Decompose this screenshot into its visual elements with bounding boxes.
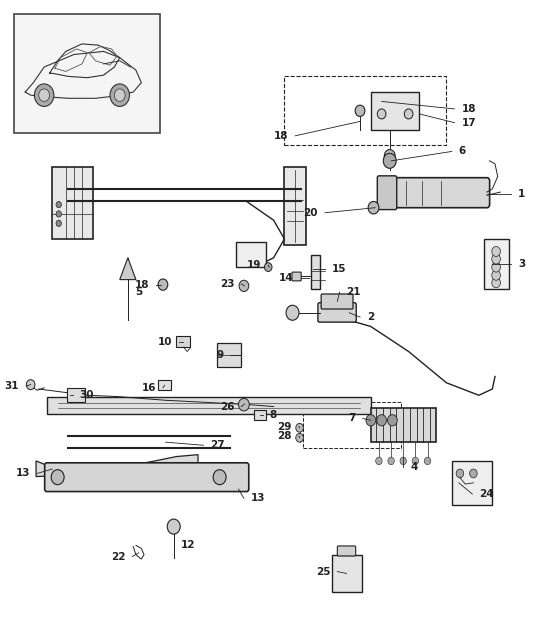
FancyBboxPatch shape: [45, 463, 249, 492]
FancyBboxPatch shape: [254, 410, 266, 420]
Text: 18: 18: [135, 279, 149, 290]
Circle shape: [424, 457, 431, 465]
Circle shape: [492, 246, 500, 256]
Text: 30: 30: [80, 389, 94, 399]
Text: 16: 16: [141, 383, 156, 392]
Text: 28: 28: [277, 431, 292, 441]
Circle shape: [56, 220, 62, 227]
FancyBboxPatch shape: [371, 92, 420, 129]
Text: 25: 25: [316, 566, 330, 577]
FancyBboxPatch shape: [377, 176, 397, 210]
Circle shape: [456, 469, 464, 478]
Text: 15: 15: [332, 264, 347, 274]
FancyBboxPatch shape: [52, 167, 93, 239]
Text: 26: 26: [220, 401, 234, 411]
Circle shape: [355, 105, 365, 116]
Circle shape: [286, 305, 299, 320]
Text: 31: 31: [5, 381, 19, 391]
Circle shape: [492, 278, 500, 288]
Text: 22: 22: [111, 551, 125, 561]
Text: 8: 8: [270, 410, 277, 420]
Circle shape: [377, 414, 386, 426]
Circle shape: [39, 89, 50, 102]
FancyBboxPatch shape: [217, 344, 241, 367]
Text: 14: 14: [279, 273, 294, 283]
Text: 10: 10: [158, 337, 172, 347]
Text: 19: 19: [247, 260, 261, 270]
Circle shape: [296, 423, 304, 432]
Circle shape: [384, 149, 395, 162]
Circle shape: [296, 433, 304, 442]
FancyBboxPatch shape: [158, 381, 171, 390]
Polygon shape: [120, 257, 136, 279]
Text: 12: 12: [181, 540, 195, 550]
FancyBboxPatch shape: [337, 546, 356, 556]
Circle shape: [34, 84, 54, 106]
Circle shape: [264, 263, 272, 271]
FancyBboxPatch shape: [452, 461, 492, 505]
Circle shape: [56, 211, 62, 217]
FancyBboxPatch shape: [371, 408, 435, 442]
Circle shape: [110, 84, 130, 106]
FancyBboxPatch shape: [47, 396, 371, 414]
Text: 17: 17: [462, 117, 476, 127]
Circle shape: [492, 270, 500, 280]
FancyBboxPatch shape: [236, 242, 265, 267]
Text: 9: 9: [216, 350, 223, 360]
Circle shape: [470, 469, 477, 478]
Text: 13: 13: [16, 468, 30, 479]
FancyBboxPatch shape: [284, 167, 306, 245]
Text: 13: 13: [251, 494, 265, 504]
Text: 18: 18: [462, 104, 476, 114]
Circle shape: [400, 457, 407, 465]
Polygon shape: [36, 455, 198, 477]
Circle shape: [383, 153, 396, 168]
Circle shape: [239, 280, 249, 291]
Circle shape: [56, 202, 62, 208]
Text: 29: 29: [277, 421, 292, 431]
Text: 2: 2: [367, 312, 374, 322]
FancyBboxPatch shape: [311, 254, 319, 289]
Circle shape: [26, 380, 35, 389]
FancyBboxPatch shape: [318, 303, 356, 322]
Circle shape: [376, 457, 382, 465]
Text: 18: 18: [274, 131, 288, 141]
Text: 24: 24: [480, 489, 494, 499]
Circle shape: [492, 262, 500, 272]
Text: 1: 1: [518, 189, 525, 199]
FancyBboxPatch shape: [177, 336, 190, 347]
Text: 20: 20: [304, 208, 318, 218]
Circle shape: [114, 89, 125, 102]
Circle shape: [167, 519, 180, 534]
Text: 3: 3: [518, 259, 525, 269]
Text: 21: 21: [347, 287, 361, 297]
Circle shape: [51, 470, 64, 485]
Circle shape: [377, 109, 386, 119]
Text: 5: 5: [135, 287, 142, 297]
Circle shape: [158, 279, 168, 290]
Text: 23: 23: [220, 279, 234, 289]
FancyBboxPatch shape: [321, 294, 353, 309]
FancyBboxPatch shape: [484, 239, 508, 289]
Circle shape: [368, 202, 379, 214]
FancyBboxPatch shape: [332, 555, 362, 592]
Circle shape: [239, 398, 249, 411]
Circle shape: [404, 109, 413, 119]
Circle shape: [366, 414, 376, 426]
Circle shape: [388, 457, 395, 465]
FancyBboxPatch shape: [68, 387, 84, 401]
Circle shape: [387, 414, 397, 426]
Text: 4: 4: [410, 462, 417, 472]
Text: 6: 6: [459, 146, 466, 156]
Circle shape: [492, 254, 500, 264]
FancyBboxPatch shape: [292, 272, 301, 281]
Text: 7: 7: [348, 413, 356, 423]
Text: 27: 27: [210, 440, 225, 450]
Bar: [14, 14, 160, 133]
Circle shape: [213, 470, 226, 485]
FancyBboxPatch shape: [390, 178, 489, 208]
Circle shape: [412, 457, 419, 465]
